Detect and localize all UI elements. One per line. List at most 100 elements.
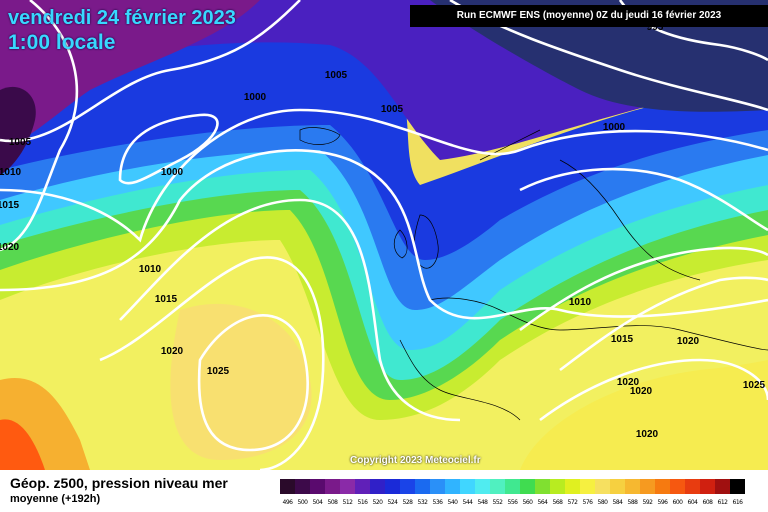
color-swatch [580,479,595,494]
band-purple [0,0,260,150]
color-swatch [655,479,670,494]
color-swatch [595,479,610,494]
isobar-label: 1020 [677,336,700,347]
color-swatch [700,479,715,494]
color-swatch [295,479,310,494]
isobar-label: 1015 [611,334,634,345]
color-swatch [640,479,655,494]
color-scale-tick: 496 [282,499,293,506]
color-swatch [550,479,565,494]
isobar-label: 1015 [0,200,20,211]
color-scale [280,479,745,494]
color-swatch [460,479,475,494]
isobar-label: 1010 [0,167,22,178]
isobar-label: 1000 [161,167,184,178]
isobar-label: 1005 [325,70,348,81]
color-scale-tick: 508 [327,499,338,506]
color-scale-tick: 616 [732,499,743,506]
color-swatch [325,479,340,494]
color-scale-tick: 584 [612,499,623,506]
color-swatch [670,479,685,494]
isobar-label: 1000 [244,92,267,103]
color-scale-tick: 536 [432,499,443,506]
color-scale-tick: 600 [672,499,683,506]
color-scale-labels: 496 500 504 508 512 516 520 524 528 532 536 540 544 5… [280,499,745,506]
variable-subtitle: moyenne (+192h) [10,493,101,505]
color-swatch [505,479,520,494]
color-swatch [385,479,400,494]
isobar-label: 995 [647,22,664,33]
color-swatch [310,479,325,494]
color-scale-tick: 520 [372,499,383,506]
forecast-time-title: 1:00 locale [8,31,116,54]
color-scale-tick: 544 [462,499,473,506]
isobar-label: 1020 [161,346,184,357]
color-swatch [535,479,550,494]
color-swatch [565,479,580,494]
isobar-label: 1020 [617,377,640,388]
band-darkpurple [0,86,36,175]
isobar-label: 1010 [139,264,162,275]
coastlines [299,127,768,421]
isobar-label: 1020 [630,386,653,397]
color-swatch [715,479,730,494]
color-scale-tick: 516 [357,499,368,506]
color-swatch [490,479,505,494]
color-swatch [445,479,460,494]
color-swatch [625,479,640,494]
color-scale-tick: 604 [687,499,698,506]
color-scale-tick: 556 [507,499,518,506]
color-scale-tick: 588 [627,499,638,506]
color-swatch [520,479,535,494]
band-darkblue [0,35,768,261]
color-swatch [355,479,370,494]
color-scale-tick: 576 [582,499,593,506]
isobar-label: 1005 [9,137,32,148]
color-scale-tick: 552 [492,499,503,506]
color-swatch [415,479,430,494]
isobar-label: 1025 [743,380,766,391]
variable-title: Géop. z500, pression niveau mer [10,475,228,491]
color-scale-tick: 532 [417,499,428,506]
color-swatch [730,479,745,494]
color-scale-tick: 528 [402,499,413,506]
isobar-label: 1020 [636,429,659,440]
isobar-label: 1015 [155,294,178,305]
color-scale-tick: 596 [657,499,668,506]
color-scale-tick: 568 [552,499,563,506]
color-swatch [400,479,415,494]
geopotential-map: 995 1005 1000 1005 1000 1005 1010 1015 1020 1000 1… [0,0,768,470]
color-scale-tick: 548 [477,499,488,506]
color-scale-tick: 512 [342,499,353,506]
band-navy-north [330,0,768,112]
band-redorange [0,419,45,470]
isobar-labels: 995 1005 1000 1005 1000 1005 1010 1015 1020 1000 1… [0,22,766,440]
color-swatch [340,479,355,494]
isobar-label: 1020 [0,242,20,253]
color-scale-tick: 540 [447,499,458,506]
run-info-banner: Run ECMWF ENS (moyenne) 0Z du jeudi 16 f… [410,5,768,27]
band-south-yellow [520,360,768,470]
color-scale-tick: 580 [597,499,608,506]
color-scale-tick: 504 [312,499,323,506]
copyright-notice: Copyright 2023 Meteociel.fr [350,455,481,466]
color-scale-tick: 592 [642,499,653,506]
forecast-date-title: vendredi 24 février 2023 [8,7,236,29]
color-scale-tick: 500 [297,499,308,506]
color-scale-tick: 612 [717,499,728,506]
legend-panel: Géop. z500, pression niveau mer moyenne … [0,470,768,512]
color-swatch [370,479,385,494]
color-swatch [685,479,700,494]
color-swatch [610,479,625,494]
isobar-label: 1010 [569,297,592,308]
color-scale-tick: 524 [387,499,398,506]
isobar-label: 1005 [381,104,404,115]
color-swatch [280,479,295,494]
isobar-label: 1025 [207,366,230,377]
color-swatch [430,479,445,494]
color-scale-tick: 560 [522,499,533,506]
isobar-label: 1000 [603,122,626,133]
color-swatch [475,479,490,494]
color-scale-tick: 572 [567,499,578,506]
